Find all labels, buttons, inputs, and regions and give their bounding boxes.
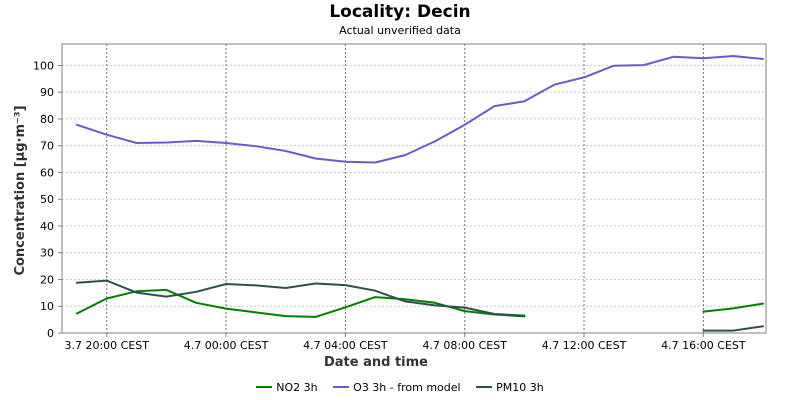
y-tick-label: 80 [40,113,54,126]
x-tick-label: 4.7 08:00 CEST [422,339,507,352]
x-tick-label: 4.7 16:00 CEST [661,339,746,352]
x-axis-ticks: 3.7 20:00 CEST 4.7 00:00 CEST 4.7 04:00 CE… [64,333,746,352]
x-tick-label: 4.7 04:00 CEST [303,339,388,352]
y-tick-label: 30 [40,247,54,260]
y-tick-label: 50 [40,193,54,206]
chart-legend: NO2 3h O3 3h - from model PM10 3h [0,381,800,395]
x-tick-label: 4.7 00:00 CEST [184,339,269,352]
chart-subtitle: Actual unverified data [339,24,461,37]
y-tick-label: 0 [47,327,54,340]
plot-area [61,43,767,334]
y-tick-label: 10 [40,300,54,313]
y-axis-ticks: 0 10 20 30 40 50 60 70 80 90 100 [33,59,62,340]
y-axis-title: Concentration [µg·m⁻³] [13,105,28,275]
legend-item-no2[interactable]: NO2 3h [256,381,318,395]
x-tick-label: 4.7 12:00 CEST [542,339,627,352]
x-axis-title: Date and time [324,355,428,370]
x-tick-label: 3.7 20:00 CEST [64,339,149,352]
y-tick-label: 40 [40,220,54,233]
y-tick-label: 100 [33,59,54,72]
legend-label-o3: O3 3h - from model [353,381,461,394]
grid-lines [62,44,766,333]
legend-item-o3[interactable]: O3 3h - from model [333,381,461,395]
series-o3 [75,55,764,164]
series-pm10 [75,279,764,332]
legend-swatch-pm10 [476,386,493,388]
legend-swatch-no2 [256,386,273,388]
series-line-segment [75,279,526,317]
y-tick-label: 70 [40,140,54,153]
y-tick-label: 90 [40,86,54,99]
series-lines [75,55,764,332]
legend-swatch-o3 [333,386,350,388]
series-line-segment [702,302,764,313]
y-tick-label: 60 [40,166,54,179]
chart-title: Locality: Decin [329,2,471,22]
legend-label-pm10: PM10 3h [496,381,544,394]
y-tick-label: 20 [40,273,54,286]
legend-label-no2: NO2 3h [276,381,318,394]
series-line-segment [702,325,764,332]
series-line-segment [75,55,764,164]
legend-item-pm10[interactable]: PM10 3h [476,381,544,395]
